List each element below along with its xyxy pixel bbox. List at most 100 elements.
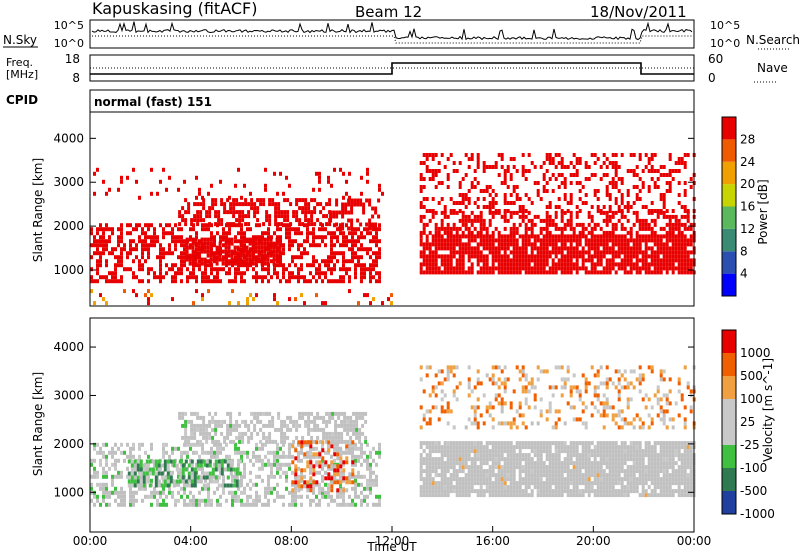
heatmap-cell	[199, 415, 203, 420]
heatmap-cell	[159, 275, 162, 280]
heatmap-cell	[503, 469, 507, 474]
colorbar-swatch	[722, 117, 736, 140]
heatmap-cell	[262, 198, 266, 203]
heatmap-cell	[291, 454, 294, 459]
heatmap-cell	[369, 247, 372, 252]
heatmap-cell	[506, 254, 510, 259]
heatmap-cell	[431, 477, 435, 482]
heatmap-cell	[102, 179, 105, 184]
heatmap-cell	[144, 239, 147, 244]
heatmap-cell	[599, 250, 603, 255]
heatmap-cell	[443, 254, 447, 259]
heatmap-cell	[599, 473, 603, 478]
heatmap-cell	[325, 423, 329, 428]
heatmap-cell	[240, 247, 243, 252]
heatmap-cell	[425, 493, 429, 498]
heatmap-cell	[306, 235, 309, 240]
heatmap-cell	[327, 267, 330, 272]
heatmap-cell	[491, 441, 495, 446]
heatmap-cell	[159, 259, 162, 264]
heatmap-cell	[300, 486, 303, 491]
heatmap-cell	[608, 161, 612, 165]
heatmap-cell	[139, 475, 143, 480]
heatmap-cell	[201, 466, 204, 471]
heatmap-cell	[351, 480, 355, 485]
heatmap-cell	[599, 209, 603, 213]
heatmap-cell	[494, 457, 498, 462]
heatmap-cell	[208, 419, 212, 424]
heatmap-cell	[491, 469, 495, 474]
heatmap-cell	[527, 457, 531, 462]
heatmap-cell	[282, 450, 285, 455]
heatmap-cell	[575, 465, 579, 470]
heatmap-cell	[255, 442, 258, 447]
heatmap-cell	[214, 463, 218, 468]
heatmap-cell	[199, 218, 203, 223]
heatmap-cell	[677, 193, 681, 197]
heatmap-cell	[234, 498, 237, 503]
heatmap-cell	[144, 486, 147, 491]
heatmap-cell	[422, 246, 426, 251]
heatmap-cell	[312, 498, 315, 503]
heatmap-cell	[231, 289, 234, 294]
heatmap-cell	[90, 279, 93, 284]
heatmap-cell	[443, 205, 447, 209]
heatmap-cell	[237, 446, 240, 451]
heatmap-cell	[291, 271, 294, 276]
heatmap-cell	[467, 258, 471, 263]
heatmap-cell	[419, 177, 423, 181]
heatmap-cell	[557, 473, 561, 478]
heatmap-cell	[108, 502, 111, 507]
heatmap-cell	[174, 243, 177, 248]
heatmap-cell	[419, 250, 423, 255]
heatmap-cell	[602, 481, 606, 486]
heatmap-cell	[539, 445, 543, 450]
heatmap-cell	[350, 222, 354, 227]
heatmap-cell	[276, 263, 279, 268]
heatmap-cell	[650, 234, 654, 239]
heatmap-cell	[464, 222, 468, 227]
heatmap-cell	[135, 243, 138, 248]
heatmap-cell	[207, 279, 210, 284]
heatmap-cell	[270, 275, 273, 280]
heatmap-cell	[614, 457, 618, 462]
heatmap-cell	[162, 247, 165, 252]
heatmap-cell	[99, 462, 102, 467]
heatmap-cell	[566, 262, 570, 267]
heatmap-cell	[105, 458, 108, 463]
heatmap-cell	[174, 446, 177, 451]
heatmap-cell	[491, 250, 495, 255]
heatmap-cell	[422, 242, 426, 247]
heatmap-cell	[348, 247, 351, 252]
heatmap-cell	[428, 445, 432, 450]
heatmap-cell	[434, 493, 438, 498]
heatmap-cell	[605, 230, 609, 235]
heatmap-cell	[524, 214, 528, 219]
heatmap-cell	[578, 157, 582, 161]
heatmap-cell	[449, 266, 453, 271]
heatmap-cell	[90, 289, 93, 294]
heatmap-cell	[111, 251, 114, 256]
heatmap-cell	[446, 489, 450, 494]
heatmap-cell	[671, 258, 675, 263]
heatmap-cell	[356, 198, 360, 203]
heatmap-cell	[503, 254, 507, 259]
heatmap-cell	[659, 262, 663, 267]
heatmap-cell	[527, 441, 531, 446]
heatmap-cell	[434, 246, 438, 251]
heatmap-cell	[629, 230, 633, 235]
heatmap-cell	[602, 489, 606, 494]
heatmap-cell	[620, 181, 624, 185]
heatmap-cell	[476, 449, 480, 454]
heatmap-cell	[605, 457, 609, 462]
heatmap-cell	[294, 464, 298, 469]
heatmap-cell	[440, 181, 444, 185]
heatmap-cell	[163, 483, 167, 488]
heatmap-cell	[233, 245, 237, 250]
heatmap-cell	[184, 439, 188, 444]
heatmap-cell	[608, 270, 612, 275]
heatmap-cell	[470, 210, 474, 215]
heatmap-cell	[178, 411, 182, 416]
heatmap-cell	[461, 489, 465, 494]
heatmap-cell	[261, 275, 264, 280]
